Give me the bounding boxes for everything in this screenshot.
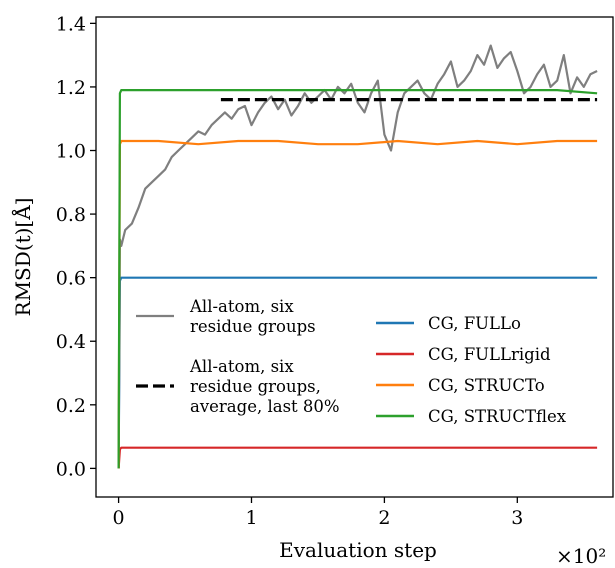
legend-label: average, last 80%	[190, 397, 340, 416]
plot-frame	[95, 16, 614, 498]
legend-label: All-atom, six	[189, 357, 294, 376]
x-tick-label: 1	[245, 507, 257, 529]
legend-label: CG, STRUCTo	[428, 376, 545, 395]
series-line-5	[117, 89, 598, 469]
legend-right: CG, FULLo CG, FULLrigid CG, STRUCTo CG, STR…	[376, 314, 567, 426]
y-tick-label: 1.0	[56, 141, 86, 163]
y-axis-label: RMSD(t)[Å]	[10, 198, 35, 317]
y-tick-label: 0.6	[56, 268, 86, 290]
series-line-0	[117, 44, 598, 469]
y-tick-label: 0.8	[56, 204, 86, 226]
legend-label: All-atom, six	[189, 297, 294, 316]
y-tick-label: 1.2	[56, 77, 86, 99]
y-tick-label: 0.2	[56, 395, 86, 417]
x-tick-label: 0	[113, 507, 125, 529]
x-tick-label: 3	[511, 507, 523, 529]
x-axis-multiplier: ×10²	[556, 544, 606, 568]
legend-label: residue groups,	[190, 377, 321, 396]
y-axis-ticks: 0.0 0.2 0.4 0.6 0.8 1.0 1.2 1.4	[56, 13, 96, 480]
y-tick-label: 0.4	[56, 331, 86, 353]
legend-label: CG, FULLrigid	[428, 345, 551, 364]
series-layer	[117, 44, 598, 469]
series-line-2	[117, 276, 598, 469]
x-axis-label: Evaluation step	[279, 538, 437, 562]
x-tick-label: 2	[378, 507, 390, 529]
y-tick-label: 0.0	[56, 458, 86, 480]
legend-label: residue groups	[190, 317, 316, 336]
legend-label: CG, FULLo	[428, 314, 521, 333]
y-tick-label: 1.4	[56, 13, 86, 35]
series-line-3	[117, 446, 598, 469]
series-line-4	[117, 139, 598, 469]
x-axis-ticks: 0 1 2 3	[113, 497, 523, 529]
legend-label: CG, STRUCTflex	[428, 407, 567, 426]
